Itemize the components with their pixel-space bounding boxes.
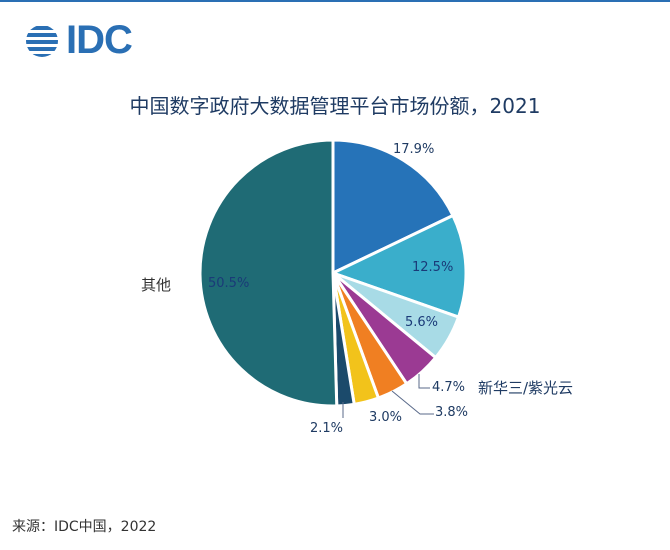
leader-line-4-7 <box>418 374 430 389</box>
idc-logo: IDC <box>22 18 133 63</box>
pie-slice-7 <box>198 138 339 408</box>
label-17-9: 17.9% <box>393 142 435 157</box>
logo-text: IDC <box>66 18 133 62</box>
source-note: 来源：IDC中国，2022 <box>12 519 157 535</box>
label-h3c: 新华三/紫光云 <box>478 379 574 397</box>
label-4-7: 4.7% <box>432 380 466 395</box>
label-12-5: 12.5% <box>412 260 454 275</box>
label-3-8: 3.8% <box>435 405 469 420</box>
pie-slice-0 <box>331 138 455 276</box>
chart-title: 中国数字政府大数据管理平台市场份额，2021 <box>129 94 541 118</box>
label-5-6: 5.6% <box>405 315 439 330</box>
globe-icon <box>26 25 58 57</box>
pie-slice-1 <box>329 213 468 319</box>
label-2-1: 2.1% <box>310 421 344 436</box>
label-others: 其他 <box>141 276 172 294</box>
label-3-0: 3.0% <box>369 410 403 425</box>
leader-line-3-8 <box>391 390 434 415</box>
label-50-5: 50.5% <box>208 276 250 291</box>
